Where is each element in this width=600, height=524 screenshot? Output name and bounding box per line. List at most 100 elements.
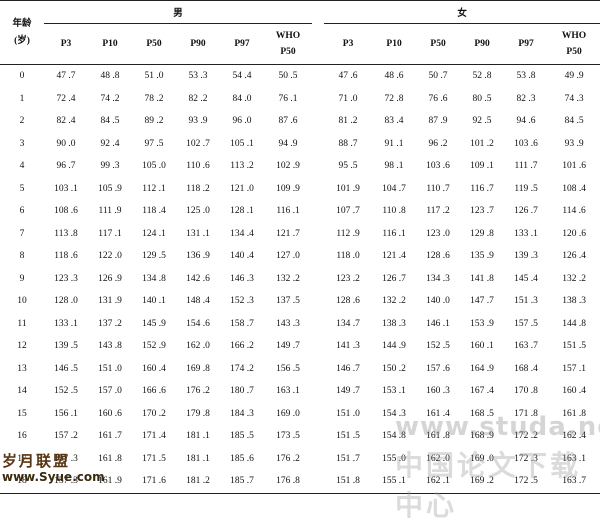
male-value-cell: 96 .7 <box>56 161 76 172</box>
table-row: 5 103 .1 105 .9 112 .1 118 .2 121 .0 109 .9 101… <box>0 178 600 201</box>
female-value-cell: 109 .1 <box>470 161 494 172</box>
male-value-cell: 180 .7 <box>230 386 254 397</box>
female-value-cell: 126 .4 <box>562 251 586 262</box>
male-value-cell: 131 .9 <box>98 296 122 307</box>
group-gap <box>312 223 324 246</box>
group-gap <box>312 23 325 65</box>
female-value-cell: 50 .7 <box>428 71 448 82</box>
female-value-cell: 95 .5 <box>338 161 358 172</box>
male-value-cell: 139 .5 <box>54 341 78 352</box>
table-row: 12 139 .5 143 .8 152 .9 162 .0 166 .2 149 .7 14… <box>0 335 600 358</box>
female-value-cell: 104 .7 <box>382 183 406 194</box>
female-value-cell: 132 .2 <box>562 273 586 284</box>
male-value-cell: 151 .0 <box>98 363 122 374</box>
male-value-cell: 149 .7 <box>276 341 300 352</box>
male-value-cell: 134 .8 <box>142 273 166 284</box>
male-value-cell: 82 .2 <box>188 93 208 104</box>
male-value-cell: 171 .5 <box>142 453 166 464</box>
female-value-cell: 155 .1 <box>372 470 417 494</box>
age-cell: 14 <box>17 386 27 397</box>
female-value-cell: 82 .3 <box>516 93 536 104</box>
group-gap <box>312 380 324 403</box>
group-gap <box>312 155 324 178</box>
male-value-cell: 143 .8 <box>98 341 122 352</box>
female-value-cell: 47 .6 <box>338 71 358 82</box>
female-value-cell: 151 .8 <box>324 470 373 494</box>
male-value-cell: 113 .8 <box>54 228 78 239</box>
male-value-cell: 127 .0 <box>276 251 300 262</box>
male-value-cell: 117 .1 <box>98 228 122 239</box>
group-gap <box>312 268 324 291</box>
female-value-cell: 76 .6 <box>428 93 448 104</box>
group-gap <box>312 178 324 201</box>
male-value-cell: 161 .7 <box>98 431 122 442</box>
age-cell: 0 <box>19 71 25 82</box>
male-value-cell: 170 .2 <box>142 408 166 419</box>
male-value-cell: 166 .6 <box>142 386 166 397</box>
female-value-cell: 151 .3 <box>514 296 538 307</box>
age-cell: 15 <box>17 408 27 419</box>
male-value-cell: 125 .0 <box>186 206 210 217</box>
female-value-cell: 171 .8 <box>514 408 538 419</box>
female-value-cell: 103 .6 <box>426 161 450 172</box>
male-value-cell: 47 .7 <box>56 71 76 82</box>
female-value-cell: 153 .1 <box>382 386 406 397</box>
age-cell: 11 <box>17 318 27 329</box>
female-value-cell: 110 .8 <box>382 206 406 217</box>
female-value-cell: 111 .7 <box>514 161 538 172</box>
male-value-cell: 53 .3 <box>188 71 208 82</box>
group-gap <box>312 200 324 223</box>
female-value-cell: 154 .3 <box>382 408 406 419</box>
male-value-cell: 152 .9 <box>142 341 166 352</box>
male-value-cell: 181 .2 <box>176 470 220 494</box>
male-value-cell: 136 .9 <box>186 251 210 262</box>
group-gap <box>312 133 324 156</box>
female-value-cell: 157 .5 <box>514 318 538 329</box>
female-value-cell: 141 .3 <box>336 341 360 352</box>
male-value-cell: 51 .0 <box>144 71 164 82</box>
female-value-cell: 172 .3 <box>514 453 538 464</box>
female-value-cell: 164 .9 <box>470 363 494 374</box>
male-value-cell: 96 .0 <box>232 116 252 127</box>
male-value-cell: 146 .5 <box>54 363 78 374</box>
female-value-cell: 169 .0 <box>470 453 494 464</box>
table-row: 14 152 .5 157 .0 166 .6 176 .2 180 .7 163 .1 14… <box>0 380 600 403</box>
male-value-cell: 157 .3 <box>54 453 78 464</box>
table-row: 9 123 .3 126 .9 134 .8 142 .6 146 .3 132 .2 123… <box>0 268 600 291</box>
age-cell: 10 <box>17 296 27 307</box>
female-value-cell: 162 .4 <box>562 431 586 442</box>
male-value-cell: 184 .3 <box>230 408 254 419</box>
female-value-cell: 84 .5 <box>564 116 584 127</box>
group-gap <box>312 425 324 448</box>
female-value-cell: 126 .7 <box>514 206 538 217</box>
female-value-cell: 144 .8 <box>562 318 586 329</box>
female-value-cell: 116 .7 <box>470 183 494 194</box>
male-value-cell: 131 .1 <box>186 228 210 239</box>
female-value-cell: 162 .1 <box>416 470 461 494</box>
male-value-cell: 126 .9 <box>98 273 122 284</box>
female-value-cell: 135 .9 <box>470 251 494 262</box>
male-value-cell: 90 .0 <box>56 138 76 149</box>
female-value-cell: 170 .8 <box>514 386 538 397</box>
male-value-cell: 169 .0 <box>276 408 300 419</box>
female-value-cell: 87 .9 <box>428 116 448 127</box>
table-row: 1 72 .4 74 .2 78 .2 82 .2 84 .0 76 .1 71 .0 72 .… <box>0 88 600 111</box>
female-value-cell: 151 .7 <box>336 453 360 464</box>
male-p10-header: P10 <box>88 23 132 65</box>
female-value-cell: 94 .6 <box>516 116 536 127</box>
female-value-cell: 146 .1 <box>426 318 450 329</box>
female-value-cell: 108 .4 <box>562 183 586 194</box>
female-value-cell: 161 .8 <box>562 408 586 419</box>
male-p90-header: P90 <box>176 23 220 65</box>
male-who-line2: P50 <box>280 47 296 57</box>
male-value-cell: 112 .1 <box>142 183 166 194</box>
table-row: 7 113 .8 117 .1 124 .1 131 .1 134 .4 121 .7 112… <box>0 223 600 246</box>
female-value-cell: 133 .1 <box>514 228 538 239</box>
female-value-cell: 119 .5 <box>514 183 538 194</box>
male-value-cell: 140 .4 <box>230 251 254 262</box>
female-value-cell: 138 .3 <box>562 296 586 307</box>
female-value-cell: 151 .5 <box>336 431 360 442</box>
male-value-cell: 185 .7 <box>220 470 264 494</box>
age-cell: 3 <box>19 138 25 149</box>
male-value-cell: 93 .9 <box>188 116 208 127</box>
